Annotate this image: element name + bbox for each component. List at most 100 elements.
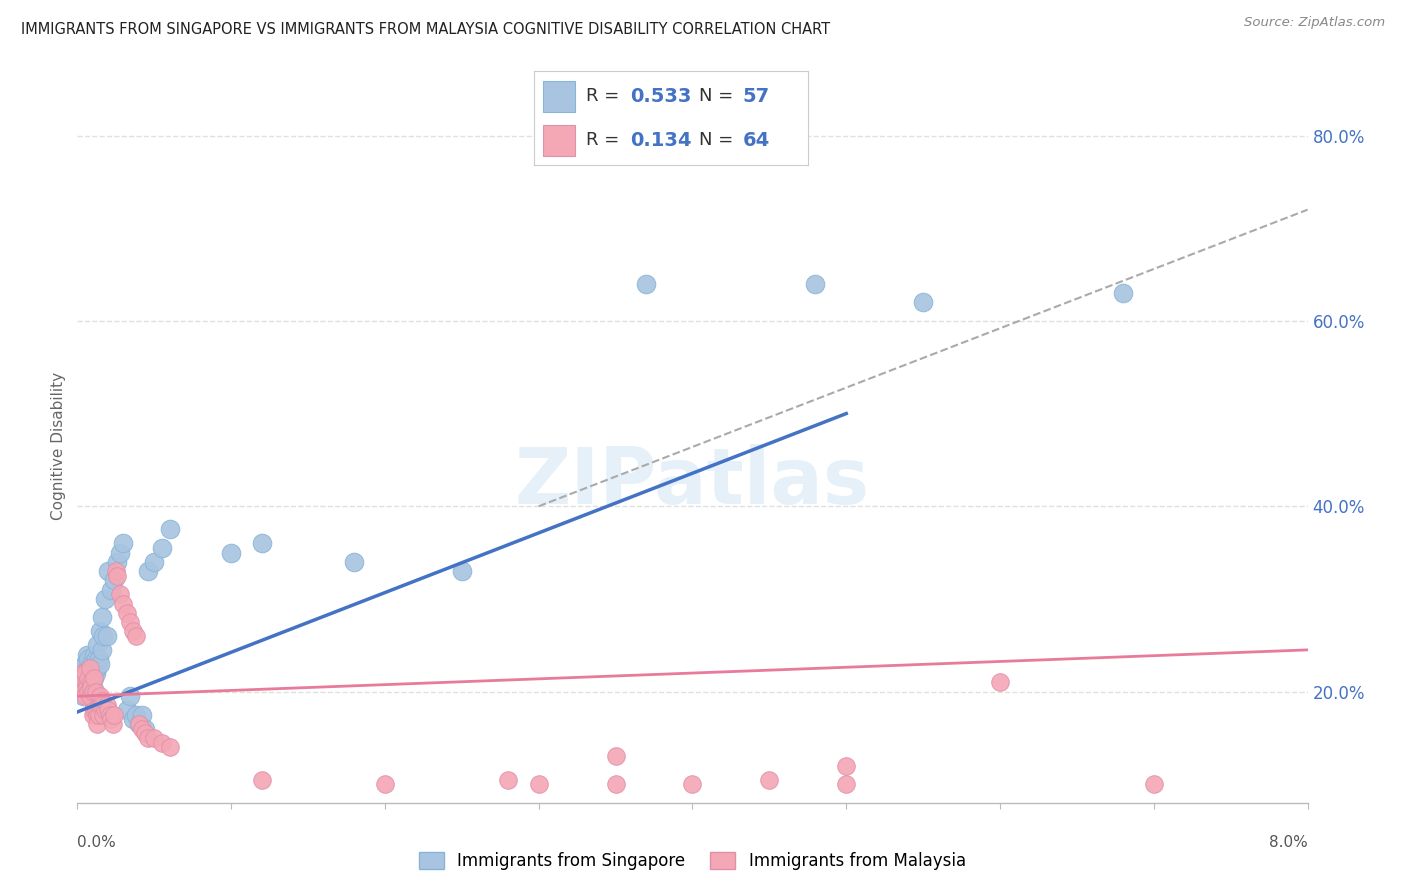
Point	[121, 712, 143, 726]
Point	[93, 707, 115, 722]
Point	[83, 671, 105, 685]
Point	[101, 717, 124, 731]
Point	[115, 606, 138, 620]
Y-axis label: Cognitive Disability: Cognitive Disability	[51, 372, 66, 520]
Point	[835, 758, 858, 772]
Point	[150, 541, 173, 555]
Legend: Immigrants from Singapore, Immigrants from Malaysia: Immigrants from Singapore, Immigrants fr…	[412, 845, 973, 877]
Point	[988, 675, 1011, 690]
Point	[104, 564, 127, 578]
Point	[76, 648, 98, 662]
Point	[100, 712, 122, 726]
Point	[450, 564, 472, 578]
Point	[76, 675, 98, 690]
Point	[219, 545, 242, 559]
Bar	[543, 125, 575, 156]
Point	[835, 777, 858, 791]
Point	[87, 652, 110, 666]
Text: 8.0%: 8.0%	[1268, 836, 1308, 850]
Point	[143, 731, 166, 745]
Point	[96, 698, 118, 713]
Text: 0.533: 0.533	[630, 87, 692, 105]
Point	[112, 597, 135, 611]
Text: ZIPatlas: ZIPatlas	[515, 443, 870, 520]
Point	[103, 707, 125, 722]
Point	[496, 772, 519, 787]
Point	[86, 707, 108, 722]
Point	[82, 707, 104, 722]
Point	[69, 684, 91, 698]
Text: 0.134: 0.134	[630, 131, 692, 150]
Point	[605, 777, 627, 791]
Point	[73, 690, 96, 704]
Point	[84, 684, 107, 698]
Point	[105, 555, 128, 569]
Point	[73, 657, 96, 671]
Point	[77, 652, 100, 666]
Point	[118, 690, 141, 704]
Point	[98, 707, 121, 722]
Point	[110, 545, 132, 559]
Point	[76, 680, 98, 694]
Point	[76, 680, 98, 694]
Point	[69, 684, 91, 698]
Point	[250, 536, 273, 550]
Point	[90, 694, 114, 708]
Point	[125, 629, 148, 643]
Point	[90, 610, 114, 624]
Point	[69, 671, 91, 685]
Point	[86, 661, 108, 675]
Point	[150, 735, 173, 749]
Point	[72, 684, 94, 698]
Point	[118, 615, 141, 629]
Point	[79, 666, 101, 681]
Point	[131, 722, 153, 736]
Point	[77, 661, 100, 675]
Bar	[543, 81, 575, 112]
Point	[72, 671, 94, 685]
Point	[97, 564, 120, 578]
Point	[125, 707, 148, 722]
Point	[79, 690, 101, 704]
Point	[100, 582, 122, 597]
Point	[143, 555, 166, 569]
Point	[136, 564, 159, 578]
Point	[82, 680, 104, 694]
Point	[80, 661, 103, 675]
Point	[73, 671, 96, 685]
Point	[72, 690, 94, 704]
Point	[70, 680, 93, 694]
Point	[83, 648, 105, 662]
Point	[94, 591, 117, 606]
Text: 64: 64	[742, 131, 770, 150]
Text: 57: 57	[742, 87, 769, 105]
Point	[636, 277, 658, 291]
Point	[105, 568, 128, 582]
Point	[77, 671, 100, 685]
Point	[343, 555, 366, 569]
Point	[97, 703, 120, 717]
Point	[82, 684, 104, 698]
Text: 0.0%: 0.0%	[77, 836, 117, 850]
Point	[128, 717, 150, 731]
Text: N =: N =	[699, 131, 738, 149]
Point	[89, 624, 111, 639]
Point	[86, 717, 108, 731]
Point	[79, 671, 101, 685]
Point	[136, 731, 159, 745]
Point	[77, 684, 100, 698]
Point	[121, 624, 143, 639]
Text: R =: R =	[586, 131, 626, 149]
Point	[79, 661, 101, 675]
Point	[84, 703, 107, 717]
Point	[96, 629, 118, 643]
Point	[1112, 286, 1135, 301]
Point	[80, 657, 103, 671]
Point	[682, 777, 704, 791]
Point	[87, 707, 110, 722]
Point	[84, 652, 107, 666]
Point	[73, 666, 96, 681]
Point	[1143, 777, 1166, 791]
Point	[131, 707, 153, 722]
Point	[70, 666, 93, 681]
